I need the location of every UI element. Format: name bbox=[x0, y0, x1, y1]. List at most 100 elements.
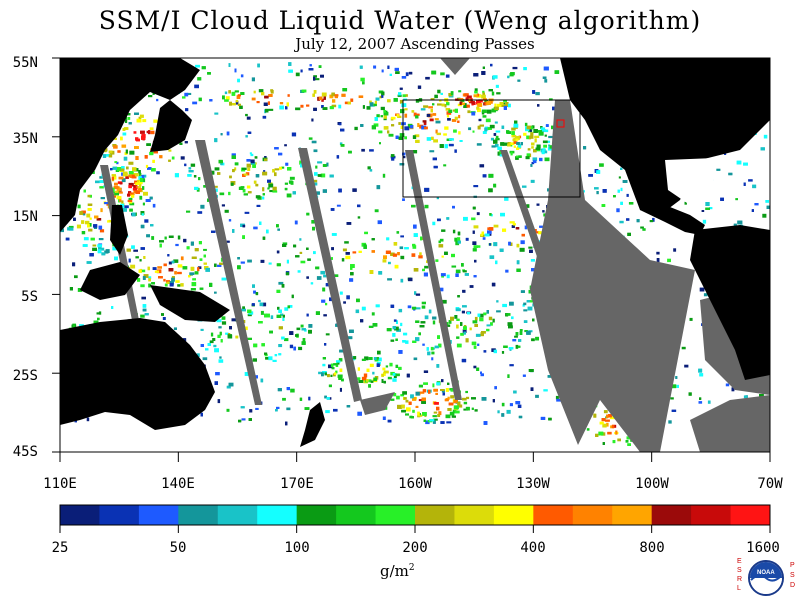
cloud-pixel bbox=[229, 326, 232, 330]
cloud-pixel bbox=[164, 283, 168, 287]
cloud-pixel bbox=[135, 173, 139, 176]
cloud-pixel bbox=[105, 249, 110, 253]
cloud-pixel bbox=[349, 278, 354, 282]
colorbar-swatch bbox=[454, 505, 495, 525]
cloud-pixel bbox=[504, 104, 509, 107]
cloud-pixel bbox=[65, 237, 70, 241]
cloud-pixel bbox=[225, 332, 229, 335]
cloud-pixel bbox=[547, 188, 550, 192]
cloud-pixel bbox=[234, 68, 237, 73]
cloud-pixel bbox=[489, 227, 494, 231]
cloud-pixel bbox=[312, 226, 315, 231]
cloud-pixel bbox=[684, 201, 687, 205]
lat-label-25s: 25S bbox=[12, 368, 38, 384]
cloud-pixel bbox=[705, 202, 710, 206]
cloud-pixel bbox=[429, 419, 435, 422]
cloud-pixel bbox=[527, 306, 533, 311]
cloud-pixel bbox=[142, 308, 147, 312]
cloud-pixel bbox=[219, 356, 222, 359]
cloud-pixel bbox=[237, 103, 241, 106]
cloud-pixel bbox=[420, 108, 426, 111]
cloud-pixel bbox=[383, 126, 389, 130]
cloud-pixel bbox=[131, 194, 135, 198]
cloud-pixel bbox=[628, 202, 634, 205]
cloud-pixel bbox=[321, 299, 326, 303]
cloud-pixel bbox=[501, 104, 507, 107]
cloud-pixel bbox=[306, 212, 310, 216]
cloud-pixel bbox=[397, 115, 402, 118]
cloud-pixel bbox=[388, 261, 391, 265]
cloud-pixel bbox=[438, 244, 444, 248]
cloud-pixel bbox=[398, 92, 402, 96]
cloud-pixel bbox=[286, 193, 292, 198]
cloud-pixel bbox=[676, 384, 679, 388]
cloud-pixel bbox=[671, 384, 677, 389]
cloud-pixel bbox=[482, 131, 487, 134]
cloud-pixel bbox=[200, 412, 203, 417]
cloud-pixel bbox=[128, 171, 134, 175]
cloud-pixel bbox=[361, 376, 367, 381]
cloud-pixel bbox=[410, 394, 414, 399]
cloud-pixel bbox=[159, 155, 163, 159]
cloud-pixel bbox=[214, 263, 217, 267]
cloud-pixel bbox=[517, 144, 522, 148]
cloud-pixel bbox=[526, 125, 532, 130]
cloud-pixel bbox=[203, 185, 206, 188]
cloud-pixel bbox=[772, 428, 775, 432]
cloud-pixel bbox=[492, 318, 495, 323]
cloud-pixel bbox=[318, 96, 323, 101]
cloud-pixel bbox=[451, 265, 457, 268]
cloud-pixel bbox=[604, 419, 610, 422]
cloud-pixel bbox=[81, 231, 86, 235]
cloud-pixel bbox=[599, 163, 604, 167]
cloud-pixel bbox=[240, 261, 245, 264]
cloud-pixel bbox=[458, 131, 461, 135]
cloud-pixel bbox=[376, 362, 381, 365]
cloud-pixel bbox=[411, 306, 417, 310]
cloud-pixel bbox=[443, 133, 447, 136]
cloud-pixel bbox=[341, 378, 344, 382]
cloud-pixel bbox=[243, 193, 248, 196]
cloud-pixel bbox=[374, 117, 378, 121]
cloud-pixel bbox=[554, 70, 560, 74]
cloud-pixel bbox=[434, 345, 439, 349]
cloud-pixel bbox=[313, 149, 318, 153]
cloud-pixel bbox=[478, 118, 482, 122]
cloud-pixel bbox=[451, 415, 456, 418]
cloud-pixel bbox=[362, 105, 365, 109]
cloud-pixel bbox=[399, 163, 405, 166]
cloud-pixel bbox=[177, 235, 181, 240]
cloud-pixel bbox=[242, 167, 247, 170]
colorbar-swatch bbox=[296, 505, 337, 525]
cloud-pixel bbox=[702, 219, 707, 224]
cloud-pixel bbox=[514, 120, 518, 124]
cloud-pixel bbox=[308, 329, 312, 334]
cloud-pixel bbox=[404, 247, 409, 250]
cloud-pixel bbox=[626, 193, 629, 197]
cloud-pixel bbox=[345, 252, 350, 255]
cloud-pixel bbox=[412, 135, 417, 139]
cloud-pixel bbox=[405, 413, 409, 416]
cloud-pixel bbox=[382, 173, 386, 178]
cloud-pixel bbox=[168, 235, 174, 238]
cloud-pixel bbox=[471, 407, 474, 410]
cloud-pixel bbox=[389, 73, 392, 76]
cloud-pixel bbox=[477, 93, 480, 97]
colorbar-swatch bbox=[730, 505, 771, 525]
cloud-pixel bbox=[60, 228, 64, 233]
cloud-pixel bbox=[287, 305, 290, 309]
cloud-pixel bbox=[278, 344, 283, 348]
cloud-pixel bbox=[507, 131, 511, 134]
cloud-pixel bbox=[391, 157, 395, 161]
cloud-pixel bbox=[167, 254, 170, 257]
cloud-pixel bbox=[344, 101, 349, 105]
cloud-pixel bbox=[499, 102, 504, 105]
cloud-pixel bbox=[392, 253, 397, 257]
cloud-pixel bbox=[67, 227, 71, 231]
cloud-pixel bbox=[234, 167, 237, 171]
cloud-pixel bbox=[447, 324, 451, 327]
cloud-pixel bbox=[617, 189, 620, 193]
cloud-pixel bbox=[525, 126, 529, 129]
cloud-pixel bbox=[539, 157, 543, 162]
